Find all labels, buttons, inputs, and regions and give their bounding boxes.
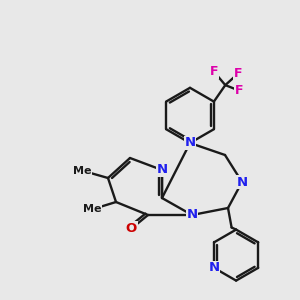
Text: F: F [235, 84, 243, 97]
Text: N: N [156, 164, 168, 176]
Text: N: N [236, 176, 247, 188]
Text: O: O [126, 222, 137, 235]
Text: N: N [184, 136, 196, 149]
Text: Me: Me [73, 167, 92, 176]
Text: F: F [210, 65, 218, 78]
Text: Me: Me [83, 204, 101, 214]
Text: N: N [186, 208, 198, 221]
Text: N: N [208, 261, 220, 274]
Text: F: F [234, 67, 242, 80]
